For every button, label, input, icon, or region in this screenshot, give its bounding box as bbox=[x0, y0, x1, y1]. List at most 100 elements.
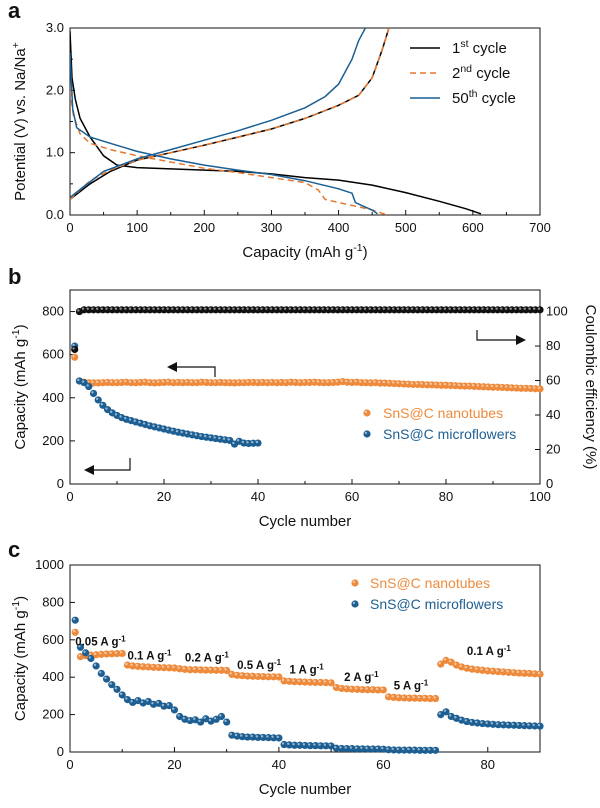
series-2-point-highlight bbox=[130, 700, 133, 703]
series-2-point bbox=[275, 734, 283, 742]
series-2-point-highlight bbox=[133, 419, 136, 423]
x-tick-label: 600 bbox=[462, 220, 484, 235]
series-1-point-highlight bbox=[514, 385, 517, 389]
series-2-point-highlight bbox=[276, 735, 279, 739]
series-1-point-highlight bbox=[213, 667, 217, 671]
series-1-point-highlight bbox=[172, 665, 175, 669]
series-3-point-highlight bbox=[255, 307, 259, 310]
series-1-point-highlight bbox=[251, 380, 254, 383]
series-1-point-highlight bbox=[232, 380, 235, 384]
series-2-point-highlight bbox=[218, 436, 221, 440]
series-3-point-highlight bbox=[500, 307, 503, 310]
series-2-point-highlight bbox=[323, 743, 326, 746]
series-3-point-highlight bbox=[330, 307, 334, 310]
series-1-point-highlight bbox=[495, 384, 498, 388]
x-tick-label: 20 bbox=[157, 489, 171, 504]
series-1-point-highlight bbox=[313, 680, 316, 683]
rate-label: 0.5 A g-1 bbox=[237, 657, 282, 672]
series-2-point-highlight bbox=[433, 748, 436, 751]
series-2-point-highlight bbox=[318, 743, 321, 746]
series-1-point-highlight bbox=[193, 667, 196, 670]
series-2-point-highlight bbox=[260, 735, 264, 738]
series-1-point-highlight bbox=[528, 386, 531, 389]
arrow-microflowers bbox=[92, 458, 131, 471]
series-2-point-highlight bbox=[152, 424, 155, 427]
x-tick-label: 100 bbox=[529, 489, 551, 504]
series-1-point-highlight bbox=[495, 669, 499, 672]
series-1-point-highlight bbox=[105, 380, 108, 383]
series-1-point-highlight bbox=[527, 671, 530, 674]
series-1-point-highlight bbox=[459, 664, 462, 668]
series-1-point-highlight bbox=[171, 380, 174, 383]
y-axis-label: Capacity (mAh g-1) bbox=[10, 596, 29, 721]
series-1-point-highlight bbox=[406, 381, 409, 385]
series-2-point-highlight bbox=[255, 440, 259, 444]
series-2-point bbox=[536, 722, 544, 730]
series-1-point-highlight bbox=[161, 665, 165, 668]
series-1-point-highlight bbox=[224, 668, 227, 671]
series-1-point-highlight bbox=[302, 380, 306, 383]
series-2-point-highlight bbox=[386, 747, 389, 750]
series-3-point-highlight bbox=[298, 307, 301, 310]
series-2-point-highlight bbox=[72, 617, 76, 621]
panel-label: a bbox=[8, 0, 21, 23]
series-3-point-highlight bbox=[283, 307, 287, 310]
series-2-point-highlight bbox=[182, 716, 185, 720]
series-1-point-highlight bbox=[429, 382, 432, 385]
plot-frame bbox=[69, 564, 541, 753]
legend-label: SnS@C nanotubes bbox=[370, 575, 490, 591]
series-2-point-highlight bbox=[475, 720, 478, 724]
arrow-efficiency bbox=[476, 330, 518, 341]
series-1-point-highlight bbox=[522, 670, 525, 674]
series-1-point-highlight bbox=[128, 380, 132, 383]
x-tick-label: 0 bbox=[66, 220, 73, 235]
series-3-point-highlight bbox=[246, 307, 249, 310]
series-1-point-highlight bbox=[396, 381, 400, 384]
series-1-point-highlight bbox=[323, 680, 326, 683]
series-1-discharge-line bbox=[70, 31, 482, 215]
legend-marker-highlight bbox=[352, 580, 356, 584]
series-3-point-highlight bbox=[392, 307, 395, 310]
series-3-point-highlight bbox=[133, 307, 136, 310]
series-1-point-highlight bbox=[218, 380, 221, 383]
series-1-point-highlight bbox=[255, 674, 259, 677]
series-1-point-highlight bbox=[334, 685, 337, 688]
series-1-point-highlight bbox=[480, 667, 483, 671]
series-1-point-highlight bbox=[500, 385, 503, 388]
series-1-point-highlight bbox=[428, 696, 431, 699]
series-1-point-highlight bbox=[381, 687, 384, 691]
series-2-point-highlight bbox=[532, 723, 535, 727]
series-1-point-highlight bbox=[152, 380, 155, 384]
series-3-point-highlight bbox=[382, 307, 385, 310]
series-3-point-highlight bbox=[124, 307, 127, 310]
y-tick-label: 0 bbox=[57, 476, 64, 491]
y-tick-label: 800 bbox=[42, 304, 64, 319]
series-1-point-highlight bbox=[349, 686, 353, 690]
y-axis-label: Potential (V) vs. Na/Na+ bbox=[10, 42, 29, 201]
series-2-point-highlight bbox=[448, 714, 452, 717]
series-1-point-highlight bbox=[255, 380, 259, 383]
series-2-point-highlight bbox=[180, 430, 183, 434]
legend-label: SnS@C microflowers bbox=[370, 596, 503, 612]
series-1-point-highlight bbox=[316, 380, 320, 383]
series-1-point-highlight bbox=[236, 380, 240, 383]
series-1-point-highlight bbox=[199, 379, 202, 383]
series-1-point bbox=[71, 628, 79, 636]
series-1-point-highlight bbox=[245, 673, 248, 677]
series-2-point-highlight bbox=[240, 734, 243, 737]
series-2-point-highlight bbox=[501, 722, 504, 725]
series-2-point bbox=[89, 389, 98, 398]
rate-label: 0.05 A g-1 bbox=[75, 634, 126, 649]
panel-b: b0 20 40 60 80 1000200400600800020406080100Cy… bbox=[8, 264, 599, 530]
series-2-point bbox=[217, 712, 226, 721]
series-1-point-highlight bbox=[365, 687, 368, 690]
series-3-point-highlight bbox=[467, 307, 470, 310]
series-1-point-highlight bbox=[363, 380, 367, 383]
series-3-point-highlight bbox=[138, 307, 141, 310]
series-1-point-highlight bbox=[504, 385, 508, 388]
series-1-point-highlight bbox=[161, 380, 165, 383]
series-2-point-highlight bbox=[109, 682, 112, 685]
series-1-point-highlight bbox=[250, 673, 253, 677]
y-tick-label: 2.0 bbox=[46, 82, 64, 97]
series-1-point-highlight bbox=[104, 651, 107, 655]
